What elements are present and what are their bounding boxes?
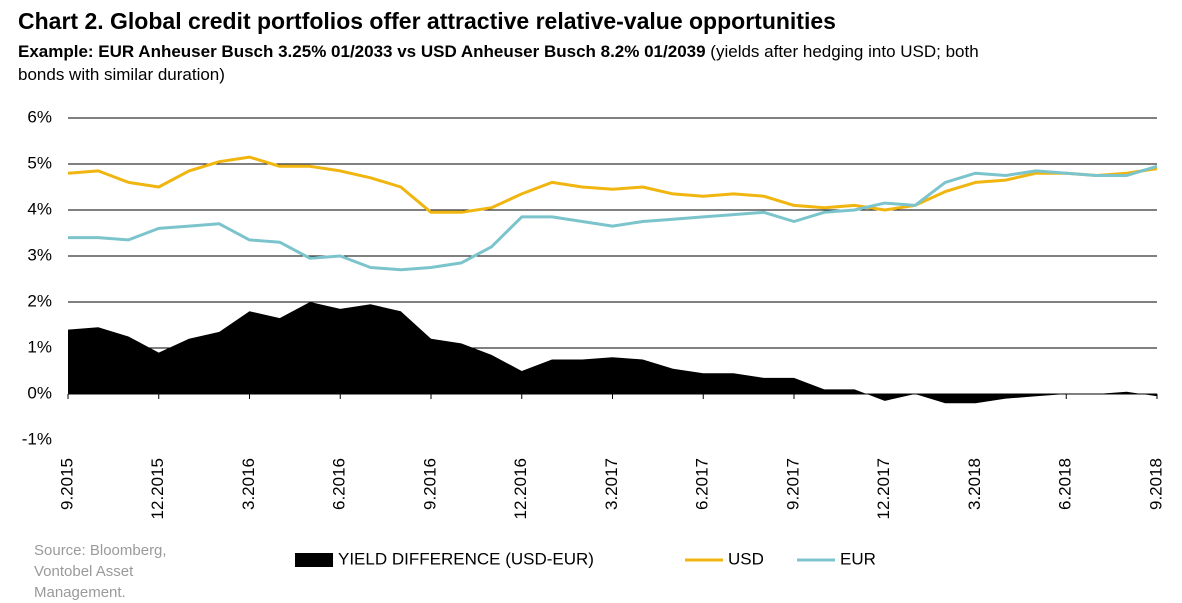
x-tick-label: 9.2015 [57, 458, 76, 510]
x-tick-label: 3.2018 [965, 458, 984, 510]
y-tick-label: 5% [27, 153, 52, 172]
y-tick-label: -1% [22, 429, 52, 448]
line [68, 164, 1158, 272]
y-tick-label: 3% [27, 245, 52, 264]
y-tick-label: 0% [27, 383, 52, 402]
legend-label: EUR [840, 549, 876, 568]
x-tick-label: 9.2017 [783, 458, 802, 510]
subtitle-text: (yields after hedging into USD; both bon… [18, 42, 979, 84]
x-tick-label: 9.2016 [420, 458, 439, 510]
y-tick-label: 4% [27, 199, 52, 218]
x-tick-label: 3.2016 [239, 458, 258, 510]
x-tick-label: 6.2016 [330, 458, 349, 510]
area [68, 302, 1157, 404]
y-tick-label: 6% [27, 107, 52, 126]
subtitle-bold: Example: EUR Anheuser Busch 3.25% 01/203… [18, 42, 706, 61]
legend-label: USD [728, 549, 764, 568]
x-tick-label: 6.2018 [1056, 458, 1075, 510]
y-tick-label: 2% [27, 291, 52, 310]
y-tick-label: 1% [27, 337, 52, 356]
chart-subtitle: Example: EUR Anheuser Busch 3.25% 01/203… [18, 40, 1018, 86]
legend-label: YIELD DIFFERENCE (USD-EUR) [338, 549, 594, 568]
x-tick-label: 3.2017 [602, 458, 621, 510]
x-tick-label: 12.2015 [148, 458, 167, 519]
x-tick-label: 12.2016 [511, 458, 530, 519]
x-tick-label: 12.2017 [874, 458, 893, 519]
line [67, 155, 1158, 214]
x-tick-label: 6.2017 [693, 458, 712, 510]
legend-swatch [295, 553, 333, 567]
x-tick-label: 9.2018 [1146, 458, 1165, 510]
chart-title: Chart 2. Global credit portfolios offer … [18, 8, 836, 34]
